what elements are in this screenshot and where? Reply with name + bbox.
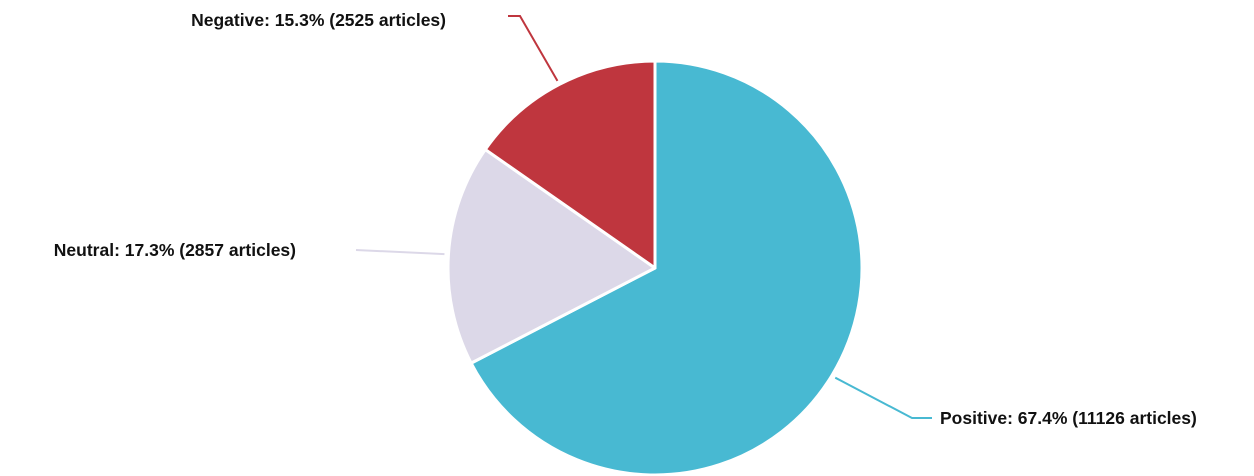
pie-leader-lines [355, 15, 932, 419]
leader-line-negative [508, 15, 559, 82]
slice-label-positive: Positive: 67.4% (11126 articles) [940, 408, 1197, 428]
pie-labels: Positive: 67.4% (11126 articles) Neutral:… [54, 10, 1197, 428]
pie-slice-negative [483, 59, 657, 270]
pie-slice-positive [469, 59, 864, 476]
pie-slices [446, 59, 864, 476]
leader-line-neutral [355, 249, 445, 256]
slice-label-negative: Negative: 15.3% (2525 articles) [191, 10, 446, 30]
pie-slice-neutral [446, 148, 657, 365]
leader-line-positive [834, 376, 932, 419]
slice-label-neutral: Neutral: 17.3% (2857 articles) [54, 240, 296, 260]
